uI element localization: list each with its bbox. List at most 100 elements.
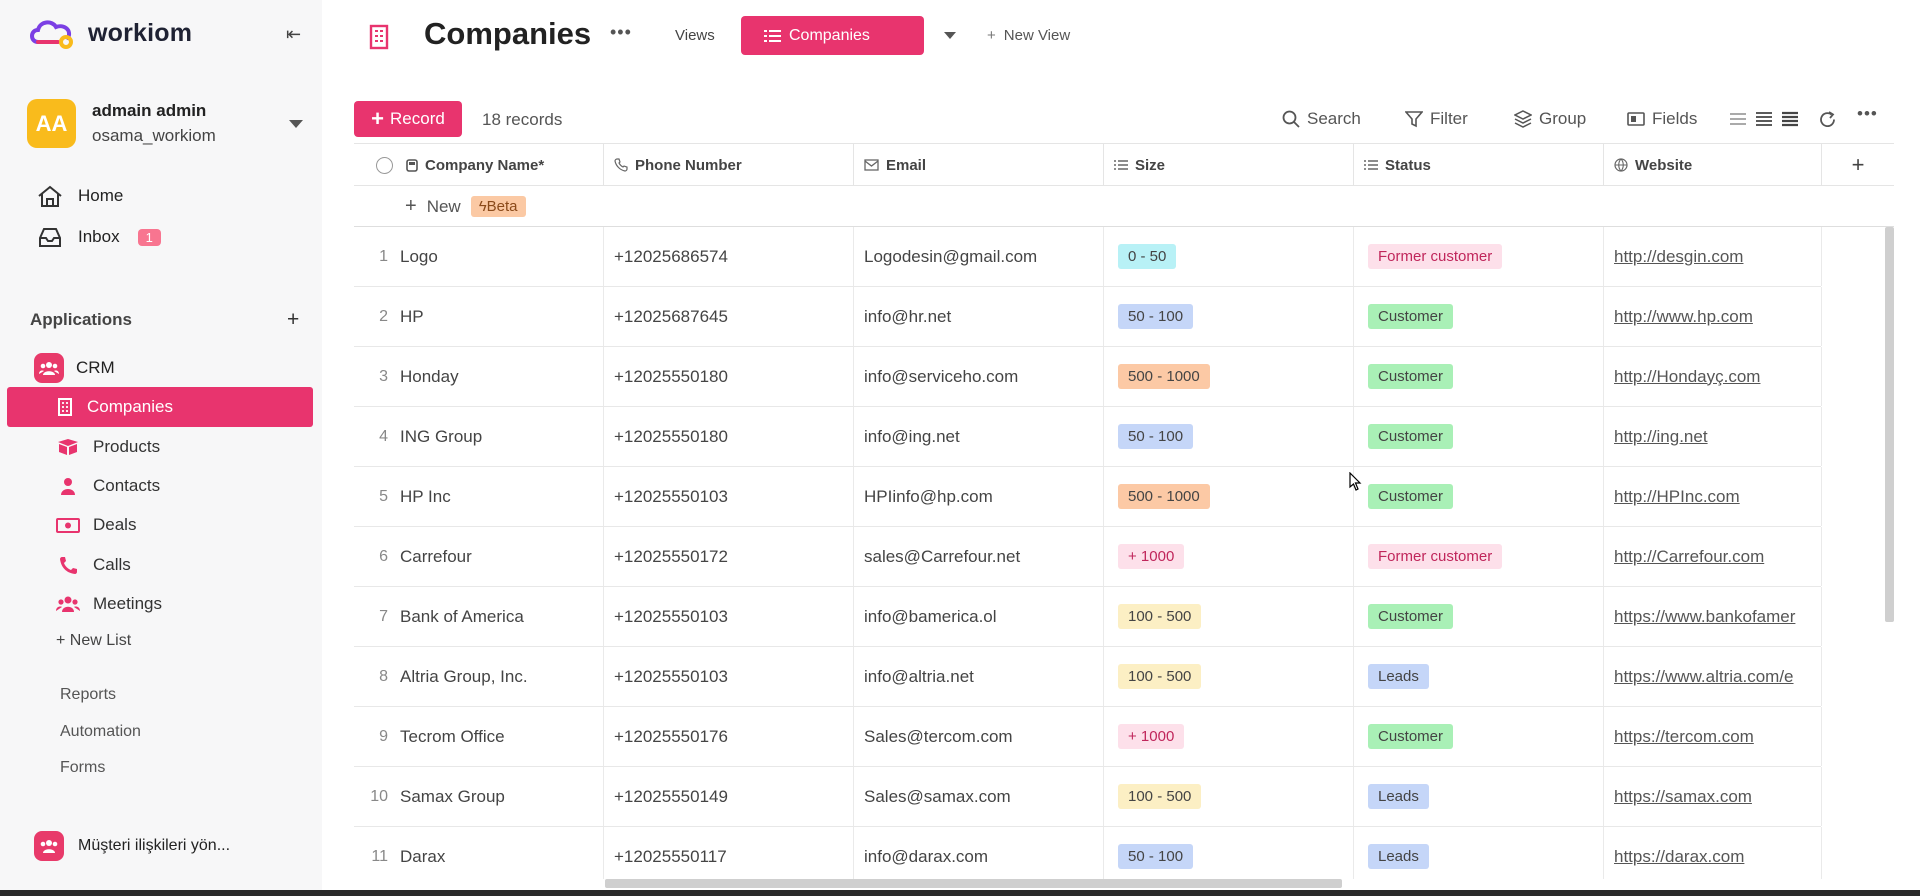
vertical-scrollbar[interactable] — [1885, 227, 1894, 622]
refresh-icon[interactable] — [1818, 110, 1837, 129]
views-button[interactable]: Views — [675, 27, 715, 44]
add-column-button[interactable]: + — [1851, 152, 1865, 177]
cell-email[interactable]: Sales@tercom.com — [854, 707, 1104, 766]
website-value[interactable]: http://desgin.com — [1614, 246, 1744, 266]
cell-email[interactable]: info@altria.net — [854, 647, 1104, 706]
active-view-tab[interactable]: Companies — [741, 16, 924, 55]
cell-size[interactable]: 50 - 100 — [1104, 827, 1354, 879]
sidebar-item-meetings[interactable]: Meetings — [56, 589, 162, 619]
cell-phone[interactable]: +12025550103 — [604, 587, 854, 646]
app-logo[interactable]: workiom — [28, 16, 192, 50]
cell-phone[interactable]: +12025550117 — [604, 827, 854, 879]
column-email[interactable]: Email — [854, 144, 1104, 186]
more-options-icon[interactable]: ••• — [1857, 104, 1878, 123]
website-value[interactable]: http://Hondayç.com — [1614, 366, 1761, 386]
cell-size[interactable]: 100 - 500 — [1104, 647, 1354, 706]
column-size[interactable]: Size — [1104, 144, 1354, 186]
cell-size[interactable]: + 1000 — [1104, 527, 1354, 586]
cell-size[interactable]: 50 - 100 — [1104, 407, 1354, 466]
group-button[interactable]: Group — [1514, 109, 1586, 129]
cell-email[interactable]: info@hr.net — [854, 287, 1104, 346]
cell-status[interactable]: Customer — [1354, 407, 1604, 466]
cell-status[interactable]: Customer — [1354, 287, 1604, 346]
website-value[interactable]: https://darax.com — [1614, 846, 1745, 866]
website-value[interactable]: https://tercom.com — [1614, 726, 1754, 746]
cell-name[interactable]: 11 Darax — [354, 827, 604, 879]
cell-status[interactable]: Leads — [1354, 827, 1604, 879]
cell-phone[interactable]: +12025550176 — [604, 707, 854, 766]
cell-size[interactable]: + 1000 — [1104, 707, 1354, 766]
cell-website[interactable]: http://Carrefour.com — [1604, 527, 1822, 586]
table-row[interactable]: 6 Carrefour +12025550172 sales@Carrefour.ne… — [354, 527, 1822, 587]
table-row[interactable]: 2 HP +12025687645 info@hr.net 50 - 100 Custom… — [354, 287, 1822, 347]
cell-email[interactable]: info@darax.com — [854, 827, 1104, 879]
table-row[interactable]: 1 Logo +12025686574 Logodesin@gmail.com 0 - … — [354, 227, 1822, 287]
sidebar-item-products[interactable]: Products — [56, 432, 160, 462]
cell-name[interactable]: 3 Honday — [354, 347, 604, 406]
fields-button[interactable]: Fields — [1627, 109, 1697, 129]
cell-website[interactable]: https://tercom.com — [1604, 707, 1822, 766]
table-row[interactable]: 5 HP Inc +12025550103 HPIinfo@hp.com 500 - 1… — [354, 467, 1822, 527]
row-height-tall-icon[interactable] — [1781, 110, 1799, 128]
cell-website[interactable]: http://www.hp.com — [1604, 287, 1822, 346]
cell-email[interactable]: info@bamerica.ol — [854, 587, 1104, 646]
sidebar-item-deals[interactable]: Deals — [56, 510, 136, 540]
cell-phone[interactable]: +12025687645 — [604, 287, 854, 346]
cell-size[interactable]: 50 - 100 — [1104, 287, 1354, 346]
cell-website[interactable]: http://ing.net — [1604, 407, 1822, 466]
table-row[interactable]: 7 Bank of America +12025550103 info@bameric… — [354, 587, 1822, 647]
sidebar-app-crm[interactable]: CRM — [34, 353, 115, 383]
filter-button[interactable]: Filter — [1405, 109, 1468, 129]
select-all-checkbox[interactable] — [376, 156, 393, 174]
cell-name[interactable]: 5 HP Inc — [354, 467, 604, 526]
cell-email[interactable]: info@ing.net — [854, 407, 1104, 466]
table-row[interactable]: 3 Honday +12025550180 info@serviceho.com 500… — [354, 347, 1822, 407]
cell-size[interactable]: 100 - 500 — [1104, 767, 1354, 826]
cell-size[interactable]: 0 - 50 — [1104, 227, 1354, 286]
column-phone-number[interactable]: Phone Number — [604, 144, 854, 186]
website-value[interactable]: https://samax.com — [1614, 786, 1752, 806]
add-record-button[interactable]: + Record — [354, 101, 462, 137]
table-row[interactable]: 11 Darax +12025550117 info@darax.com 50 - 10… — [354, 827, 1822, 879]
cell-website[interactable]: http://HPInc.com — [1604, 467, 1822, 526]
website-value[interactable]: https://www.altria.com/e — [1614, 666, 1794, 686]
cell-name[interactable]: 8 Altria Group, Inc. — [354, 647, 604, 706]
table-row[interactable]: 4 ING Group +12025550180 info@ing.net 50 - 1… — [354, 407, 1822, 467]
cell-email[interactable]: HPIinfo@hp.com — [854, 467, 1104, 526]
chevron-down-icon[interactable] — [944, 32, 956, 39]
sidebar-item-calls[interactable]: Calls — [56, 550, 131, 580]
cell-status[interactable]: Customer — [1354, 347, 1604, 406]
cell-name[interactable]: 2 HP — [354, 287, 604, 346]
cell-status[interactable]: Customer — [1354, 707, 1604, 766]
cell-name[interactable]: 9 Tecrom Office — [354, 707, 604, 766]
cell-phone[interactable]: +12025686574 — [604, 227, 854, 286]
cell-status[interactable]: Former customer — [1354, 227, 1604, 286]
sidebar-item-contacts[interactable]: Contacts — [56, 471, 160, 501]
cell-website[interactable]: https://samax.com — [1604, 767, 1822, 826]
new-view-button[interactable]: + New View — [987, 27, 1070, 44]
website-value[interactable]: http://ing.net — [1614, 426, 1708, 446]
cell-phone[interactable]: +12025550180 — [604, 407, 854, 466]
new-list-button[interactable]: + New List — [56, 632, 132, 649]
cell-size[interactable]: 500 - 1000 — [1104, 467, 1354, 526]
column-company-name[interactable]: Company Name* — [354, 144, 604, 186]
row-height-short-icon[interactable] — [1729, 110, 1747, 128]
cell-phone[interactable]: +12025550103 — [604, 467, 854, 526]
sidebar-item-companies[interactable]: Companies — [7, 387, 313, 427]
website-value[interactable]: https://www.bankofamer — [1614, 606, 1796, 626]
cell-phone[interactable]: +12025550180 — [604, 347, 854, 406]
cell-website[interactable]: http://desgin.com — [1604, 227, 1822, 286]
cell-size[interactable]: 100 - 500 — [1104, 587, 1354, 646]
nav-home[interactable]: Home — [36, 184, 123, 208]
cell-email[interactable]: Logodesin@gmail.com — [854, 227, 1104, 286]
cell-status[interactable]: Customer — [1354, 467, 1604, 526]
cell-email[interactable]: sales@Carrefour.net — [854, 527, 1104, 586]
table-row[interactable]: 8 Altria Group, Inc. +12025550103 info@altr… — [354, 647, 1822, 707]
cell-name[interactable]: 6 Carrefour — [354, 527, 604, 586]
search-button[interactable]: Search — [1282, 109, 1361, 129]
cell-status[interactable]: Customer — [1354, 587, 1604, 646]
cell-name[interactable]: 1 Logo — [354, 227, 604, 286]
cell-email[interactable]: Sales@samax.com — [854, 767, 1104, 826]
website-value[interactable]: http://HPInc.com — [1614, 486, 1740, 506]
cell-website[interactable]: http://Hondayç.com — [1604, 347, 1822, 406]
